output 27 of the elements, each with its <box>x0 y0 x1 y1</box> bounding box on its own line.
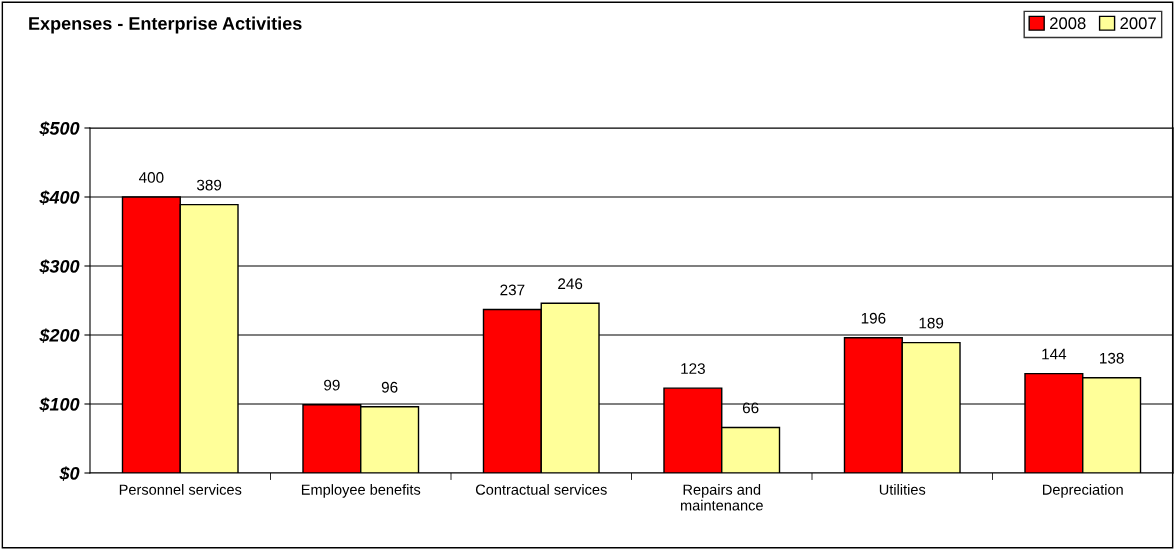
data-label: 189 <box>919 317 944 329</box>
data-label: 123 <box>681 363 705 374</box>
data-label: 138 <box>1100 352 1124 364</box>
x-tick-label: Employee benefits <box>301 484 421 498</box>
data-label: 389 <box>196 179 222 191</box>
y-tick-label: $0 <box>59 466 80 481</box>
y-tick-label: $500 <box>39 121 80 136</box>
legend-label: 2007 <box>1120 17 1156 30</box>
data-label: 246 <box>558 278 583 290</box>
x-tick-label: Depreciation <box>1043 484 1123 498</box>
y-tick-label: $200 <box>39 328 80 343</box>
data-label: 144 <box>1042 348 1067 360</box>
y-tick-label: $300 <box>39 259 80 274</box>
legend-label: 2008 <box>1050 17 1086 30</box>
data-label: 400 <box>138 172 164 183</box>
chart-title: Expenses - Enterprise Activities <box>29 16 302 34</box>
y-tick-label: $100 <box>39 397 80 412</box>
data-label: 196 <box>861 312 886 324</box>
data-label: 237 <box>500 284 525 296</box>
x-tick-label: Personnel services <box>119 484 242 495</box>
x-tick-label: Repairs and maintenance <box>680 484 763 511</box>
data-label: 99 <box>324 379 340 391</box>
y-tick-label: $400 <box>39 190 80 205</box>
data-label: 96 <box>381 381 398 393</box>
data-label: 66 <box>742 402 759 414</box>
x-tick-label: Utilities <box>879 484 926 495</box>
x-tick-label: Contractual services <box>475 484 607 495</box>
